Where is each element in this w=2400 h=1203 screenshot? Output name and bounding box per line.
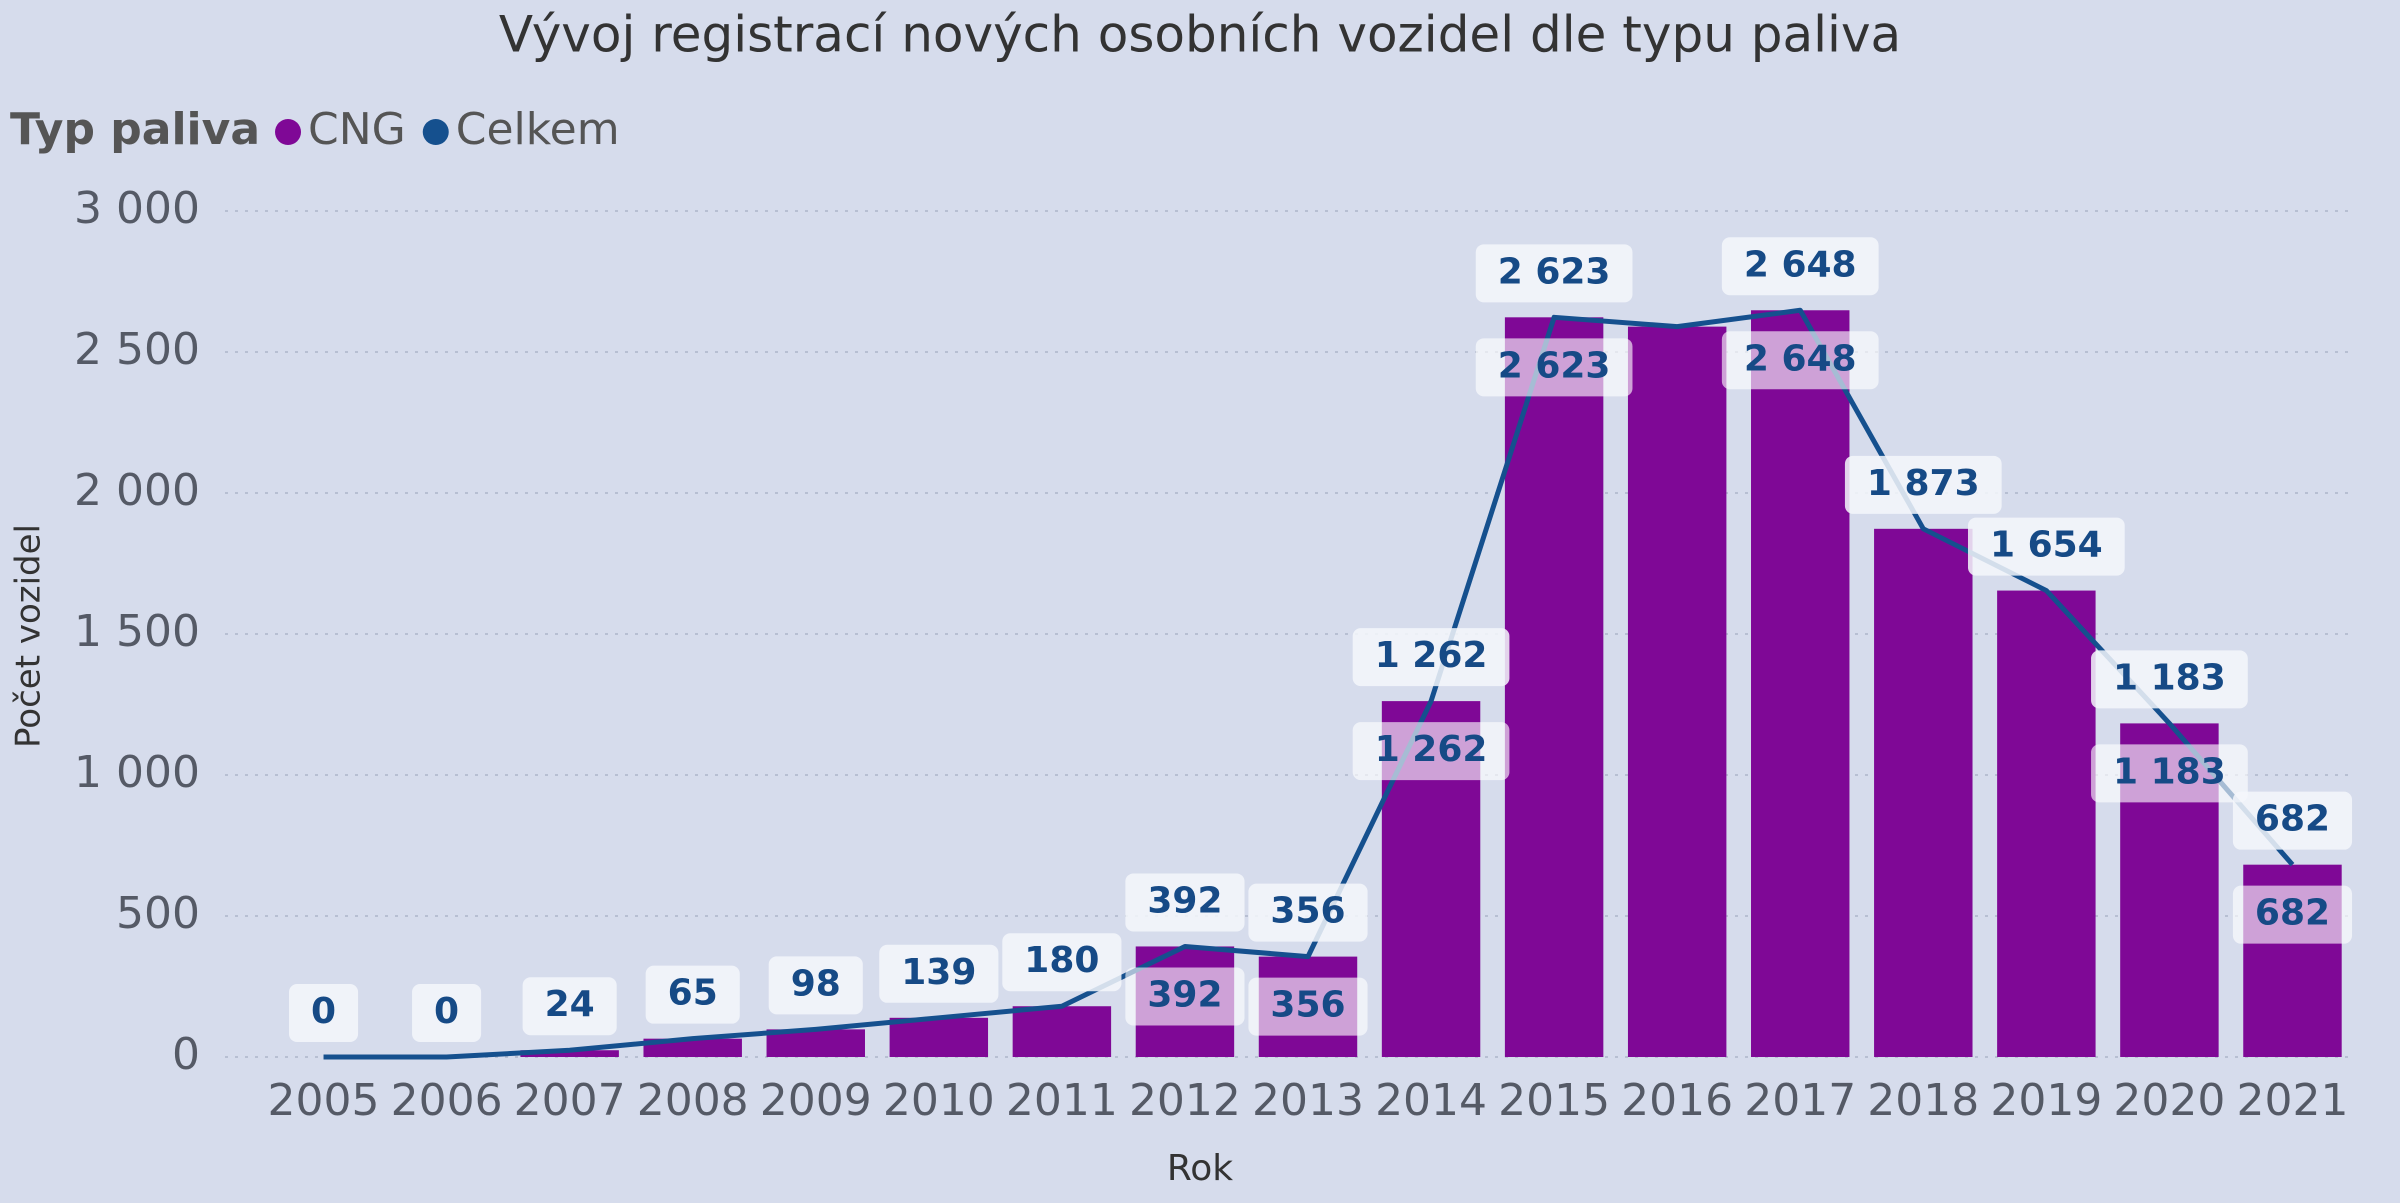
y-axis-title: Počet vozidel: [9, 524, 49, 748]
y-tick-label: 500: [116, 888, 200, 939]
data-label-box: [1967, 517, 2125, 576]
y-tick-label: 0: [172, 1029, 200, 1080]
data-label-box: [1844, 455, 2002, 514]
data-label-box: [1475, 244, 1633, 303]
data-label-box: [1002, 933, 1122, 992]
legend-title: Typ paliva: [10, 104, 260, 155]
x-tick-label: 2021: [2236, 1075, 2348, 1126]
x-tick-label: 2011: [1006, 1075, 1118, 1126]
data-label-box: [2232, 791, 2353, 850]
data-label-box: [2091, 650, 2248, 709]
x-tick-label: 2016: [1621, 1075, 1733, 1126]
data-label-box: [1721, 331, 1879, 390]
bar: [1012, 1006, 1112, 1057]
data-label: 1 873: [1867, 463, 1980, 504]
data-label: 1 262: [1375, 729, 1488, 770]
data-label: 2 623: [1498, 251, 1611, 292]
x-tick-label: 2018: [1867, 1075, 1979, 1126]
data-label: 356: [1270, 891, 1345, 932]
y-tick-label: 1 500: [74, 606, 200, 657]
bar: [1751, 310, 1850, 1057]
data-label: 98: [791, 963, 841, 1004]
data-label-box: [522, 977, 617, 1036]
y-tick-label: 2 000: [74, 465, 200, 516]
data-label: 392: [1147, 974, 1222, 1015]
x-tick-label: 2010: [883, 1075, 995, 1126]
bar: [1504, 317, 1604, 1058]
x-tick-label: 2019: [1990, 1075, 2102, 1126]
x-tick-label: 2009: [760, 1075, 872, 1126]
bar: [1874, 528, 1973, 1057]
x-tick-label: 2007: [514, 1075, 626, 1126]
data-label-box: [2091, 744, 2248, 803]
x-tick-label: 2013: [1252, 1075, 1364, 1126]
data-label: 682: [2255, 893, 2330, 934]
data-label: 1 262: [1375, 635, 1488, 676]
y-tick-label: 2 500: [74, 324, 200, 375]
data-label-box: [1721, 237, 1879, 296]
data-label: 180: [1024, 940, 1099, 981]
data-label: 0: [311, 991, 336, 1032]
data-label-box: [1125, 967, 1245, 1026]
chart-title: Vývoj registrací nových osobních vozidel…: [499, 6, 1901, 64]
data-label: 0: [434, 991, 459, 1032]
x-tick-label: 2015: [1498, 1075, 1610, 1126]
data-label: 2 648: [1744, 244, 1857, 285]
x-tick-label: 2008: [637, 1075, 749, 1126]
data-label-box: [288, 984, 359, 1042]
bar: [520, 1050, 619, 1057]
x-tick-label: 2005: [268, 1075, 380, 1126]
x-tick-label: 2012: [1129, 1075, 1241, 1126]
legend: Typ paliva CNG Celkem: [10, 104, 620, 155]
data-label: 65: [668, 973, 718, 1014]
x-axis-title: Rok: [1167, 1148, 1233, 1189]
line: [323, 307, 2295, 1060]
data-label: 139: [901, 952, 976, 993]
legend-marker: [275, 119, 302, 145]
data-label: 2 648: [1744, 338, 1857, 379]
bar: [1997, 590, 2096, 1057]
data-label-box: [1125, 873, 1245, 932]
x-tick-label: 2017: [1744, 1075, 1856, 1126]
y-tick-label: 1 000: [74, 747, 200, 798]
data-label-box: [879, 944, 999, 1003]
data-label: 1 654: [1990, 525, 2103, 566]
data-label-box: [1248, 883, 1368, 942]
bar: [1627, 326, 1727, 1057]
data-label-box: [1352, 628, 1510, 687]
data-label: 356: [1270, 985, 1345, 1026]
data-label-box: [412, 984, 482, 1042]
data-label: 1 183: [2113, 751, 2226, 792]
x-tick-label: 2014: [1375, 1075, 1487, 1126]
data-label-box: [2232, 885, 2353, 944]
legend-label: CNG: [308, 104, 406, 155]
y-tick-label: 3 000: [74, 183, 200, 234]
data-label: 1 183: [2113, 657, 2226, 698]
data-label: 24: [545, 984, 595, 1025]
x-tick-label: 2020: [2113, 1075, 2225, 1126]
data-label-box: [1248, 977, 1368, 1036]
data-label: 682: [2255, 799, 2330, 840]
legend-marker: [422, 119, 449, 145]
legend-label: Celkem: [456, 104, 620, 155]
bar: [889, 1017, 989, 1057]
data-label-box: [768, 956, 863, 1015]
data-label: 2 623: [1498, 345, 1611, 386]
data-label-box: [1352, 722, 1510, 781]
data-label: 392: [1147, 880, 1222, 921]
data-label-box: [1475, 338, 1633, 397]
data-label-box: [645, 965, 740, 1024]
x-tick-label: 2006: [391, 1075, 503, 1126]
